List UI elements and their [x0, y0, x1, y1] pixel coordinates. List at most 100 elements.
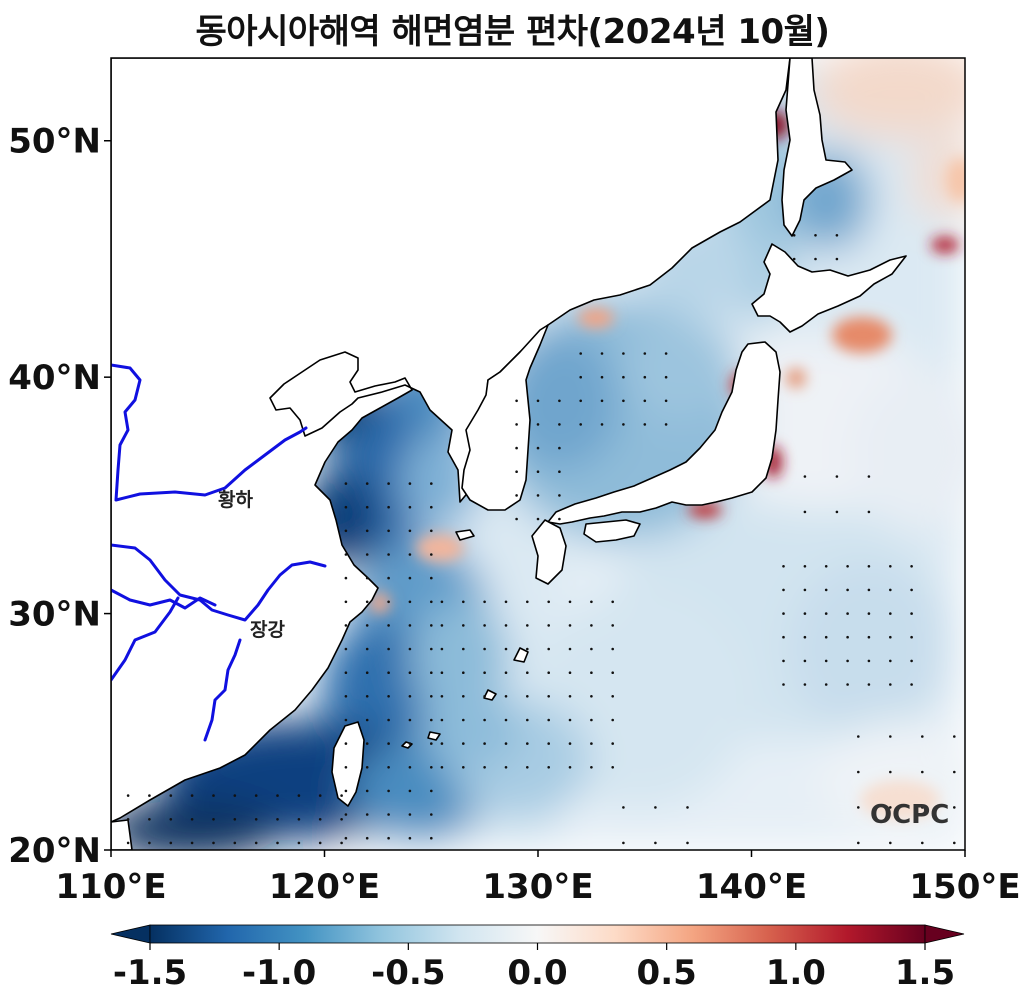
significance-dot [190, 794, 194, 797]
significance-dot [622, 841, 625, 845]
significance-dot [921, 735, 924, 738]
significance-dot [803, 475, 807, 478]
significance-dot [440, 695, 444, 698]
significance-dot [792, 257, 796, 261]
significance-dot [835, 475, 839, 478]
significance-dot [579, 375, 582, 379]
y-tick-label: 20°N [8, 831, 101, 871]
significance-dot [340, 818, 343, 821]
significance-dot [846, 659, 849, 663]
significance-dot [233, 841, 237, 845]
significance-dot [344, 647, 348, 651]
significance-dot [504, 624, 508, 627]
significance-dot [408, 600, 412, 604]
significance-dot [387, 576, 390, 580]
significance-dot [387, 742, 390, 745]
significance-dot [824, 612, 828, 615]
significance-dot [889, 635, 892, 639]
significance-dot [536, 470, 540, 474]
significance-dot [867, 510, 871, 514]
significance-dot [622, 375, 625, 379]
significance-dot [526, 624, 529, 627]
significance-dot [515, 446, 518, 450]
significance-dot [408, 813, 412, 816]
significance-dot [430, 718, 433, 722]
significance-dot [889, 659, 892, 663]
significance-dot [536, 399, 540, 403]
significance-dot [254, 841, 258, 845]
significance-dot [526, 600, 529, 604]
x-tick-label: 110°E [55, 867, 166, 907]
significance-dot [126, 818, 130, 821]
significance-dot [803, 659, 807, 663]
significance-dot [526, 647, 529, 651]
significance-dot [430, 624, 433, 627]
significance-dot [504, 742, 508, 745]
significance-dot [664, 352, 668, 355]
significance-dot [365, 482, 369, 485]
x-tick-label: 130°E [482, 867, 593, 907]
significance-dot [430, 671, 433, 674]
significance-dot [344, 553, 348, 556]
significance-dot [867, 565, 871, 568]
colorbar: -1.5 -1.0 -0.5 0.0 0.5 1.0 1.5 [110, 924, 965, 993]
significance-dot [857, 806, 860, 809]
significance-dot [835, 234, 839, 237]
significance-dot [515, 517, 518, 521]
significance-dot [408, 553, 412, 556]
significance-dot [515, 494, 518, 497]
significance-dot [782, 588, 785, 592]
significance-dot [558, 517, 561, 521]
significance-dot [782, 683, 785, 686]
significance-dot [664, 375, 668, 379]
significance-dot [462, 624, 465, 627]
significance-dot [297, 794, 301, 797]
significance-dot [276, 841, 279, 845]
significance-dot [344, 718, 348, 722]
significance-dot [365, 742, 369, 745]
significance-dot [504, 695, 508, 698]
significance-dot [504, 671, 508, 674]
significance-dot [408, 647, 412, 651]
significance-dot [824, 635, 828, 639]
map-title: 동아시아해역 해면염분 편차(2024년 10월) [195, 12, 830, 52]
significance-dot [824, 659, 828, 663]
yellow-river-line [111, 363, 308, 502]
significance-dot [921, 770, 924, 774]
significance-dot [504, 600, 508, 604]
significance-dot [344, 600, 348, 604]
significance-dot [297, 841, 301, 845]
colorbar-tick-label: 1.0 [766, 953, 826, 993]
significance-dot [387, 813, 390, 816]
significance-dot [643, 375, 647, 379]
significance-dot [782, 659, 785, 663]
significance-dot [889, 588, 892, 592]
significance-dot [365, 671, 369, 674]
significance-dot [568, 695, 572, 698]
significance-dot [387, 647, 390, 651]
significance-dot [515, 399, 518, 403]
significance-dot [462, 718, 465, 722]
significance-dot [365, 553, 369, 556]
significance-dot [526, 742, 529, 745]
significance-dot [803, 683, 807, 686]
significance-dot [212, 818, 215, 821]
significance-dot [430, 766, 433, 769]
significance-dot [526, 766, 529, 769]
significance-dot [857, 735, 860, 738]
significance-dot [365, 600, 369, 604]
significance-dot [611, 742, 614, 745]
significance-dot [344, 482, 348, 485]
significance-dot [190, 841, 194, 845]
significance-dot [558, 470, 561, 474]
significance-dot [387, 695, 390, 698]
significance-dot [233, 794, 237, 797]
significance-dot [921, 806, 924, 809]
significance-dot [440, 766, 444, 769]
significance-dot [504, 766, 508, 769]
significance-dot [504, 647, 508, 651]
significance-dot [921, 841, 924, 845]
significance-dot [169, 794, 173, 797]
colorbar-tick-label: 0.0 [507, 953, 567, 993]
